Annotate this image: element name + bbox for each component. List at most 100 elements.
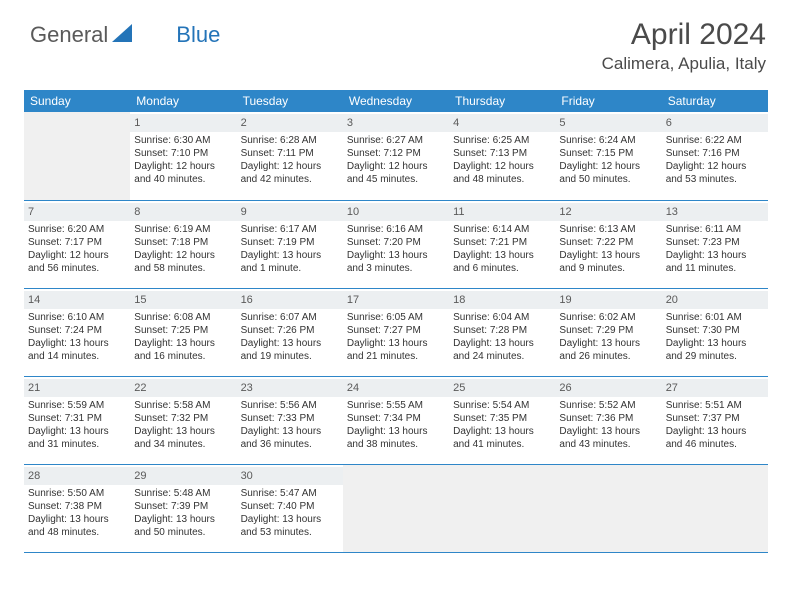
calendar-cell: 29Sunrise: 5:48 AMSunset: 7:39 PMDayligh…	[130, 464, 236, 552]
day-dl2: and 42 minutes.	[241, 173, 339, 186]
day-dl2: and 48 minutes.	[453, 173, 551, 186]
weekday-monday: Monday	[130, 90, 236, 112]
calendar-cell: 19Sunrise: 6:02 AMSunset: 7:29 PMDayligh…	[555, 288, 661, 376]
day-sunset: Sunset: 7:11 PM	[241, 147, 339, 160]
day-number: 25	[449, 379, 555, 397]
day-dl2: and 53 minutes.	[666, 173, 764, 186]
day-number: 13	[662, 203, 768, 221]
day-dl1: Daylight: 13 hours	[28, 513, 126, 526]
calendar-cell: 18Sunrise: 6:04 AMSunset: 7:28 PMDayligh…	[449, 288, 555, 376]
day-dl1: Daylight: 13 hours	[241, 513, 339, 526]
day-dl1: Daylight: 13 hours	[347, 337, 445, 350]
day-sunrise: Sunrise: 6:30 AM	[134, 134, 232, 147]
calendar-cell: 15Sunrise: 6:08 AMSunset: 7:25 PMDayligh…	[130, 288, 236, 376]
day-number: 1	[130, 114, 236, 132]
day-number: 22	[130, 379, 236, 397]
calendar-row: 28Sunrise: 5:50 AMSunset: 7:38 PMDayligh…	[24, 464, 768, 552]
weekday-friday: Friday	[555, 90, 661, 112]
day-number: 12	[555, 203, 661, 221]
weekday-tuesday: Tuesday	[237, 90, 343, 112]
day-sunset: Sunset: 7:16 PM	[666, 147, 764, 160]
day-dl1: Daylight: 13 hours	[347, 249, 445, 262]
day-number: 29	[130, 467, 236, 485]
day-sunrise: Sunrise: 6:13 AM	[559, 223, 657, 236]
day-sunrise: Sunrise: 5:59 AM	[28, 399, 126, 412]
day-dl2: and 56 minutes.	[28, 262, 126, 275]
day-sunrise: Sunrise: 6:07 AM	[241, 311, 339, 324]
day-dl2: and 48 minutes.	[28, 526, 126, 539]
day-dl1: Daylight: 13 hours	[28, 425, 126, 438]
day-number: 6	[662, 114, 768, 132]
day-sunrise: Sunrise: 6:16 AM	[347, 223, 445, 236]
day-sunset: Sunset: 7:35 PM	[453, 412, 551, 425]
day-dl2: and 50 minutes.	[559, 173, 657, 186]
calendar-cell: 22Sunrise: 5:58 AMSunset: 7:32 PMDayligh…	[130, 376, 236, 464]
day-sunrise: Sunrise: 6:14 AM	[453, 223, 551, 236]
day-sunset: Sunset: 7:34 PM	[347, 412, 445, 425]
day-sunrise: Sunrise: 6:20 AM	[28, 223, 126, 236]
day-sunset: Sunset: 7:12 PM	[347, 147, 445, 160]
day-sunrise: Sunrise: 6:28 AM	[241, 134, 339, 147]
day-sunrise: Sunrise: 5:56 AM	[241, 399, 339, 412]
calendar-cell	[24, 112, 130, 200]
day-sunset: Sunset: 7:37 PM	[666, 412, 764, 425]
day-dl1: Daylight: 13 hours	[666, 337, 764, 350]
day-dl2: and 38 minutes.	[347, 438, 445, 451]
calendar-row: 14Sunrise: 6:10 AMSunset: 7:24 PMDayligh…	[24, 288, 768, 376]
calendar-cell: 10Sunrise: 6:16 AMSunset: 7:20 PMDayligh…	[343, 200, 449, 288]
day-sunset: Sunset: 7:13 PM	[453, 147, 551, 160]
day-number: 28	[24, 467, 130, 485]
day-dl1: Daylight: 13 hours	[559, 425, 657, 438]
day-sunrise: Sunrise: 5:48 AM	[134, 487, 232, 500]
day-sunset: Sunset: 7:23 PM	[666, 236, 764, 249]
day-sunrise: Sunrise: 5:54 AM	[453, 399, 551, 412]
weekday-header-row: Sunday Monday Tuesday Wednesday Thursday…	[24, 90, 768, 112]
calendar-row: 21Sunrise: 5:59 AMSunset: 7:31 PMDayligh…	[24, 376, 768, 464]
day-sunset: Sunset: 7:25 PM	[134, 324, 232, 337]
day-dl1: Daylight: 13 hours	[241, 425, 339, 438]
calendar-cell: 7Sunrise: 6:20 AMSunset: 7:17 PMDaylight…	[24, 200, 130, 288]
day-dl1: Daylight: 13 hours	[134, 513, 232, 526]
day-dl1: Daylight: 13 hours	[347, 425, 445, 438]
day-number: 16	[237, 291, 343, 309]
day-number: 19	[555, 291, 661, 309]
day-dl1: Daylight: 12 hours	[241, 160, 339, 173]
calendar-cell: 12Sunrise: 6:13 AMSunset: 7:22 PMDayligh…	[555, 200, 661, 288]
day-number: 10	[343, 203, 449, 221]
day-sunset: Sunset: 7:10 PM	[134, 147, 232, 160]
day-sunrise: Sunrise: 6:02 AM	[559, 311, 657, 324]
day-dl2: and 31 minutes.	[28, 438, 126, 451]
day-number: 15	[130, 291, 236, 309]
day-dl2: and 41 minutes.	[453, 438, 551, 451]
day-sunset: Sunset: 7:28 PM	[453, 324, 551, 337]
day-dl1: Daylight: 12 hours	[559, 160, 657, 173]
logo: General Blue	[30, 18, 220, 48]
calendar-cell: 13Sunrise: 6:11 AMSunset: 7:23 PMDayligh…	[662, 200, 768, 288]
day-sunrise: Sunrise: 6:17 AM	[241, 223, 339, 236]
day-dl2: and 14 minutes.	[28, 350, 126, 363]
day-sunrise: Sunrise: 5:52 AM	[559, 399, 657, 412]
calendar-cell	[449, 464, 555, 552]
day-dl1: Daylight: 13 hours	[453, 249, 551, 262]
calendar-cell: 4Sunrise: 6:25 AMSunset: 7:13 PMDaylight…	[449, 112, 555, 200]
day-number: 24	[343, 379, 449, 397]
calendar-cell: 26Sunrise: 5:52 AMSunset: 7:36 PMDayligh…	[555, 376, 661, 464]
day-dl1: Daylight: 13 hours	[453, 337, 551, 350]
day-number: 27	[662, 379, 768, 397]
day-sunrise: Sunrise: 6:10 AM	[28, 311, 126, 324]
day-sunset: Sunset: 7:36 PM	[559, 412, 657, 425]
calendar-cell: 1Sunrise: 6:30 AMSunset: 7:10 PMDaylight…	[130, 112, 236, 200]
day-dl2: and 6 minutes.	[453, 262, 551, 275]
day-dl2: and 11 minutes.	[666, 262, 764, 275]
day-dl1: Daylight: 13 hours	[559, 337, 657, 350]
day-dl2: and 53 minutes.	[241, 526, 339, 539]
calendar-cell: 2Sunrise: 6:28 AMSunset: 7:11 PMDaylight…	[237, 112, 343, 200]
day-dl2: and 50 minutes.	[134, 526, 232, 539]
day-sunset: Sunset: 7:32 PM	[134, 412, 232, 425]
day-number: 20	[662, 291, 768, 309]
day-sunset: Sunset: 7:18 PM	[134, 236, 232, 249]
day-sunrise: Sunrise: 6:01 AM	[666, 311, 764, 324]
day-number: 7	[24, 203, 130, 221]
day-sunset: Sunset: 7:19 PM	[241, 236, 339, 249]
header: General Blue April 2024 Calimera, Apulia…	[0, 0, 792, 82]
